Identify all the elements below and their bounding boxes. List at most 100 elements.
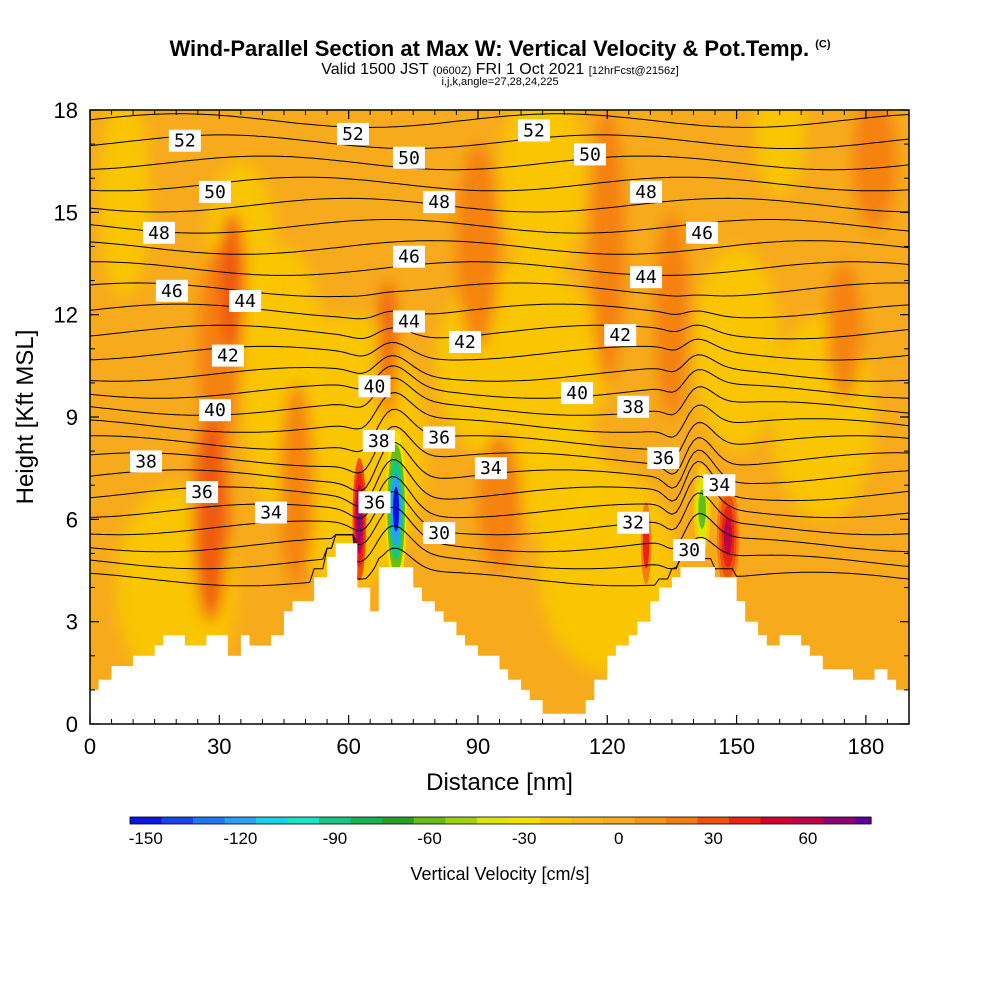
colorbar-swatch <box>602 817 636 824</box>
contour-label-text: 42 <box>217 346 239 367</box>
colorbar-tick-label: 0 <box>614 829 623 848</box>
contour-label-box <box>199 180 232 203</box>
theta-contour <box>90 506 909 553</box>
colorbar-swatch <box>855 817 872 824</box>
contour-label: 36 <box>423 426 456 449</box>
contour-label-text: 36 <box>364 492 386 513</box>
contour-label: 30 <box>423 521 456 544</box>
contour-label-text: 48 <box>148 223 170 244</box>
contour-label-text: 42 <box>454 332 476 353</box>
contour-label: 48 <box>142 221 175 244</box>
contour-label: 48 <box>423 191 456 214</box>
contour-label-box <box>255 501 288 524</box>
theta-contour <box>90 324 909 340</box>
colorbar-swatch <box>256 817 289 824</box>
theta-contour <box>90 134 909 149</box>
contour-label: 46 <box>392 245 425 268</box>
contour-label: 50 <box>574 143 607 166</box>
colorbar-swatch <box>224 817 257 824</box>
contour-label-text: 44 <box>635 267 657 288</box>
colorbar-swatch <box>792 817 825 824</box>
terrain-profile <box>90 543 909 724</box>
contour-label-box <box>474 457 507 480</box>
contour-label-text: 46 <box>161 281 183 302</box>
contour-label-text: 48 <box>428 192 450 213</box>
contour-labels: 52 52 52 50 50 50 48 48 48 46 46 46 44 44 44 42 42 42 40 40… <box>130 119 736 562</box>
contour-label-box <box>392 146 425 169</box>
contour-label: 42 <box>211 344 244 367</box>
theta-contour <box>90 365 909 399</box>
contour-label: 42 <box>449 330 482 353</box>
contour-label-text: 36 <box>652 448 674 469</box>
contour-label-box <box>617 395 650 418</box>
theta-contour <box>90 282 909 298</box>
colorbar-swatch <box>476 817 509 824</box>
colorbar-tick-label: -30 <box>512 829 537 848</box>
contour-label: 32 <box>617 511 650 534</box>
velocity-cell <box>753 110 806 196</box>
x-tick-label: 180 <box>848 734 885 759</box>
contour-label-box <box>423 191 456 214</box>
colorbar-swatch <box>539 817 573 824</box>
theta-contour <box>90 240 909 255</box>
colorbar-swatch <box>634 817 667 824</box>
contour-label-text: 34 <box>708 475 730 496</box>
chart-title-mark: (C) <box>815 38 831 51</box>
contour-label-box <box>630 180 663 203</box>
contour-label-box <box>630 266 663 289</box>
colorbar-swatch <box>413 817 446 824</box>
contour-label-box <box>703 474 736 497</box>
contour-label: 34 <box>255 501 288 524</box>
contour-label-text: 44 <box>234 291 256 312</box>
velocity-cell <box>193 416 228 622</box>
contour-label: 44 <box>229 290 262 313</box>
contour-label-text: 30 <box>428 523 450 544</box>
contour-label-text: 50 <box>398 148 420 169</box>
y-tick-label: 12 <box>54 303 78 328</box>
contour-label: 38 <box>130 450 163 473</box>
theta-contour <box>90 459 909 507</box>
contour-label-box <box>423 521 456 544</box>
contour-label-box <box>142 221 175 244</box>
contour-label: 46 <box>155 279 188 302</box>
contour-label-text: 52 <box>174 131 196 152</box>
contour-label-text: 34 <box>260 503 282 524</box>
contour-label-box <box>168 129 201 152</box>
velocity-cell <box>827 263 862 400</box>
theta-contour <box>90 261 909 276</box>
x-tick-label: 60 <box>336 734 360 759</box>
contour-label: 46 <box>686 221 719 244</box>
contour-label-box <box>229 290 262 313</box>
x-tick-label: 150 <box>718 734 755 759</box>
y-tick-label: 3 <box>66 610 78 635</box>
downdraft-core <box>698 489 706 529</box>
theta-contour <box>90 525 909 570</box>
contour-label-box <box>517 119 550 142</box>
colorbar-tick-label: -60 <box>417 829 442 848</box>
contour-label-text: 52 <box>523 120 545 141</box>
contour-label-text: 42 <box>609 325 631 346</box>
theta-contour <box>90 491 909 536</box>
contour-label-text: 36 <box>428 427 450 448</box>
x-tick-label: 0 <box>84 734 96 759</box>
contour-label-box <box>362 429 395 452</box>
contour-label-box <box>199 399 232 422</box>
valid-prefix: Valid 1500 JST <box>321 61 429 78</box>
y-tick-label: 15 <box>54 200 78 225</box>
y-tick-label: 6 <box>66 507 78 532</box>
contour-label-text: 40 <box>364 376 386 397</box>
contour-label-text: 50 <box>204 182 226 203</box>
colorbar-swatch <box>445 817 478 824</box>
colorbar-swatch <box>571 817 604 824</box>
theta-contour <box>90 197 909 213</box>
contour-label: 30 <box>673 539 706 562</box>
potential-temperature-contours <box>90 113 909 587</box>
contour-label-box <box>358 491 391 514</box>
x-tick-label: 90 <box>466 734 490 759</box>
colorbar-swatch <box>697 817 730 824</box>
contour-label-box <box>574 143 607 166</box>
contour-label: 36 <box>647 446 680 469</box>
valid-utc: (0600Z) <box>432 65 472 77</box>
